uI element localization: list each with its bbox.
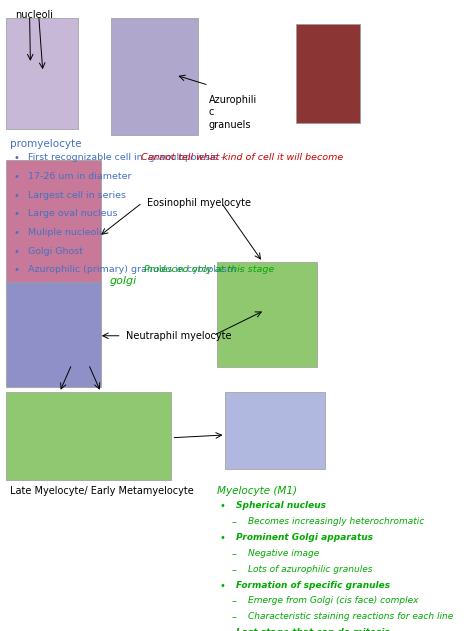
Text: •: • bbox=[14, 247, 20, 257]
Text: Cannot tell what kind of cell it will become: Cannot tell what kind of cell it will be… bbox=[142, 153, 344, 162]
Text: •: • bbox=[14, 191, 20, 201]
Text: Negative image: Negative image bbox=[248, 549, 319, 558]
Text: Prominent Golgi apparatus: Prominent Golgi apparatus bbox=[236, 533, 373, 542]
Text: •: • bbox=[14, 228, 20, 238]
Text: Characteristic staining reactions for each line: Characteristic staining reactions for ea… bbox=[248, 612, 454, 622]
Text: –: – bbox=[232, 612, 237, 622]
Text: Golgi Ghost: Golgi Ghost bbox=[28, 247, 83, 256]
Text: Azurophilic (primary) granules in cytoplasm -: Azurophilic (primary) granules in cytopl… bbox=[28, 266, 243, 274]
Text: •: • bbox=[219, 628, 225, 631]
Text: •: • bbox=[14, 153, 20, 163]
Text: •: • bbox=[14, 266, 20, 276]
Text: Myelocyte (M1): Myelocyte (M1) bbox=[217, 486, 297, 496]
Text: •: • bbox=[219, 581, 225, 591]
Text: •: • bbox=[14, 172, 20, 182]
Bar bbox=[111, 18, 199, 134]
Text: golgi: golgi bbox=[109, 276, 137, 286]
Text: Produced only at this stage: Produced only at this stage bbox=[144, 266, 274, 274]
Text: •: • bbox=[14, 209, 20, 220]
Text: –: – bbox=[232, 517, 237, 527]
Bar bbox=[217, 262, 317, 367]
Text: –: – bbox=[232, 549, 237, 559]
Text: Spherical nucleus: Spherical nucleus bbox=[236, 501, 326, 510]
Bar bbox=[296, 24, 360, 123]
Text: Emerge from Golgi (cis face) complex: Emerge from Golgi (cis face) complex bbox=[248, 596, 419, 606]
Text: •: • bbox=[219, 533, 225, 543]
Text: nucleoli: nucleoli bbox=[16, 10, 54, 20]
Text: •: • bbox=[219, 501, 225, 511]
Text: Largest cell in series: Largest cell in series bbox=[28, 191, 127, 199]
Text: Last stage that can do mitosis: Last stage that can do mitosis bbox=[236, 628, 390, 631]
Bar bbox=[6, 160, 101, 282]
Text: promyelocyte: promyelocyte bbox=[9, 139, 81, 148]
Bar bbox=[6, 18, 78, 129]
Text: Becomes increasingly heterochromatic: Becomes increasingly heterochromatic bbox=[248, 517, 424, 526]
Text: –: – bbox=[232, 596, 237, 606]
Text: Muliple nucleoli: Muliple nucleoli bbox=[28, 228, 102, 237]
Bar bbox=[6, 392, 172, 480]
Text: –: – bbox=[232, 565, 237, 575]
Text: Formation of specific granules: Formation of specific granules bbox=[236, 581, 390, 589]
Text: Large oval nucleus: Large oval nucleus bbox=[28, 209, 118, 218]
Text: Azurophili
c
granuels: Azurophili c granuels bbox=[209, 95, 257, 130]
Bar bbox=[6, 282, 101, 387]
Text: Lots of azurophilic granules: Lots of azurophilic granules bbox=[248, 565, 373, 574]
Text: Late Myelocyte/ Early Metamyelocyte: Late Myelocyte/ Early Metamyelocyte bbox=[9, 486, 193, 496]
Bar bbox=[225, 392, 325, 469]
Text: Eosinophil myelocyte: Eosinophil myelocyte bbox=[146, 198, 251, 208]
Text: Neutraphil myelocyte: Neutraphil myelocyte bbox=[126, 331, 231, 341]
Text: First recognizable cell in  granulopoiesis -: First recognizable cell in granulopoiesi… bbox=[28, 153, 225, 162]
Text: 17-26 um in diameter: 17-26 um in diameter bbox=[28, 172, 132, 181]
